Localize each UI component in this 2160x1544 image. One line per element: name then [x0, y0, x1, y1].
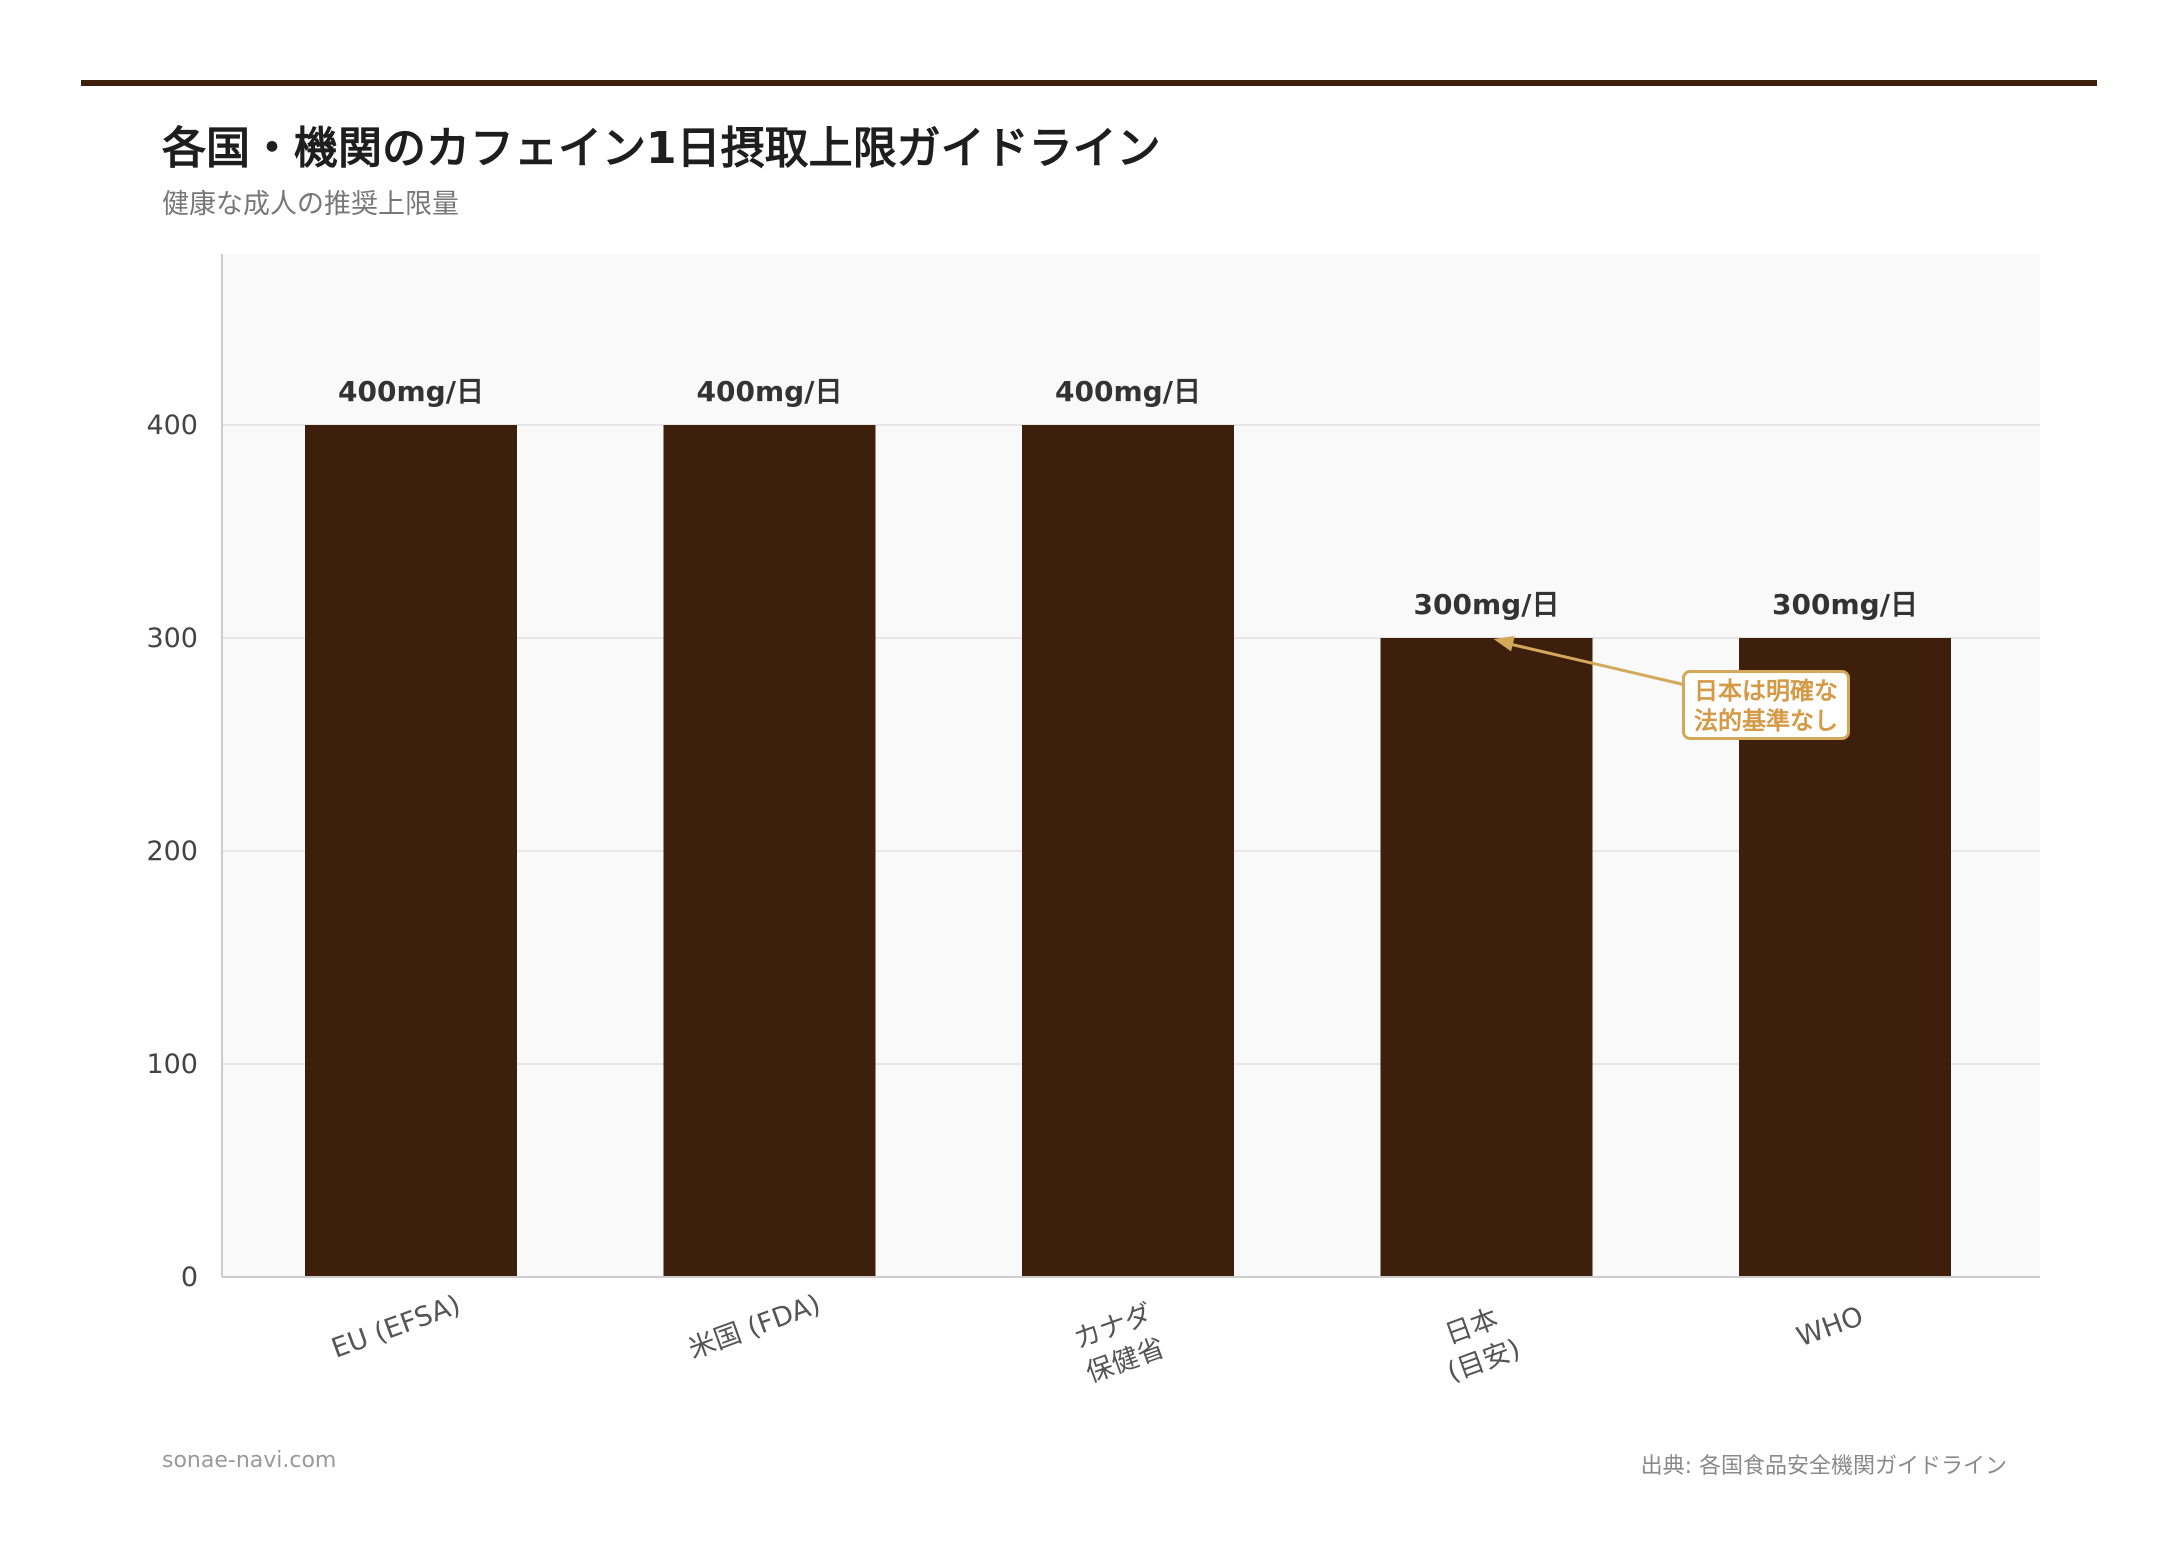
bar-4: [1739, 638, 1951, 1277]
value-labels: 400mg/日 400mg/日 400mg/日 300mg/日 300mg/日: [338, 375, 1918, 621]
annotation-line-2: 法的基準なし: [1694, 707, 1838, 735]
category-label-0-line-0: EU (EFSA): [328, 1289, 465, 1364]
bar-1: [663, 425, 876, 1277]
annotation-arrow: [1493, 635, 1691, 688]
category-label-4-line-0: WHO: [1793, 1301, 1868, 1353]
bar-3: [1380, 638, 1593, 1277]
y-tick-labels: 0 100 200 300 400: [146, 410, 198, 1293]
y-tick-400: 400: [146, 410, 198, 441]
value-label-0: 400mg/日: [338, 375, 484, 408]
bars: [305, 425, 1951, 1277]
y-tick-300: 300: [146, 623, 198, 654]
chart-subtitle: 健康な成人の推奨上限量: [162, 189, 459, 220]
category-label-0: EU (EFSA): [328, 1289, 465, 1364]
bar-0: [305, 425, 517, 1277]
bar-2: [1022, 425, 1234, 1277]
value-label-1: 400mg/日: [697, 375, 843, 408]
footer-source: 出典: 各国食品安全機関ガイドライン: [1640, 1454, 2007, 1479]
footer-site: sonae-navi.com: [162, 1448, 337, 1473]
annotation-arrow-line: [1505, 641, 1691, 688]
value-label-3: 300mg/日: [1414, 588, 1560, 621]
annotation-arrow-head: [1493, 635, 1515, 652]
chart-title: 各国・機関のカフェイン1日摂取上限ガイドライン: [162, 123, 1161, 174]
y-tick-200: 200: [146, 836, 198, 867]
y-tick-100: 100: [146, 1049, 198, 1080]
category-label-1: 米国 (FDA): [684, 1289, 824, 1365]
annotation-callout: 日本は明確な 法的基準なし: [1682, 670, 1850, 740]
y-tick-0: 0: [181, 1262, 198, 1293]
category-label-1-line-0: 米国 (FDA): [684, 1289, 824, 1365]
category-label-3: 日本(目安): [1441, 1303, 1525, 1388]
annotation-line-1: 日本は明確な: [1694, 677, 1838, 705]
top-rule: [81, 80, 2097, 86]
value-label-2: 400mg/日: [1055, 375, 1201, 408]
category-label-4: WHO: [1793, 1301, 1868, 1353]
value-label-4: 300mg/日: [1772, 588, 1918, 621]
